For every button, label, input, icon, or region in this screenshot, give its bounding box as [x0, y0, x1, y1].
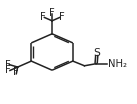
Text: NH₂: NH₂ — [108, 59, 127, 69]
Text: S: S — [93, 48, 100, 58]
Text: F: F — [59, 12, 65, 22]
Text: F: F — [5, 60, 11, 70]
Text: F: F — [5, 65, 11, 76]
Text: F: F — [49, 8, 55, 18]
Text: F: F — [13, 67, 19, 77]
Text: F: F — [40, 12, 45, 22]
